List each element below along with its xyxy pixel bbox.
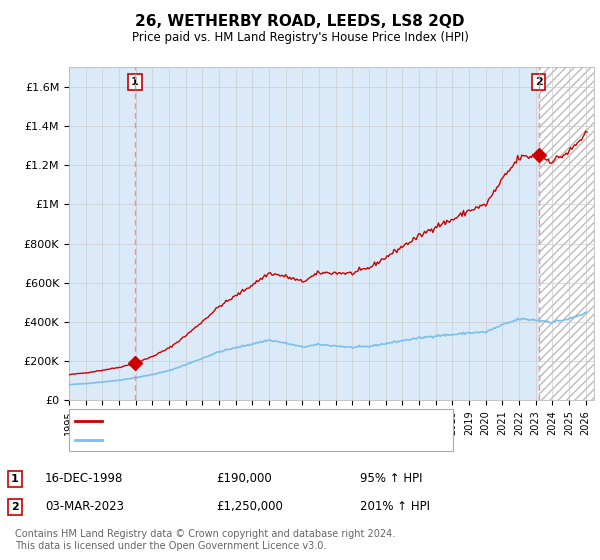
Text: HPI: Average price, detached house, Leeds: HPI: Average price, detached house, Leed…	[108, 435, 331, 445]
Text: Contains HM Land Registry data © Crown copyright and database right 2024.
This d: Contains HM Land Registry data © Crown c…	[15, 529, 395, 551]
Text: 26, WETHERBY ROAD, LEEDS, LS8 2QD (detached house): 26, WETHERBY ROAD, LEEDS, LS8 2QD (detac…	[108, 416, 405, 426]
Text: 26, WETHERBY ROAD, LEEDS, LS8 2QD: 26, WETHERBY ROAD, LEEDS, LS8 2QD	[135, 14, 465, 29]
Text: 201% ↑ HPI: 201% ↑ HPI	[360, 500, 430, 514]
Text: 16-DEC-1998: 16-DEC-1998	[45, 472, 124, 486]
Text: 1: 1	[11, 474, 19, 484]
Text: 2: 2	[535, 77, 542, 87]
Text: 2: 2	[11, 502, 19, 512]
Text: 95% ↑ HPI: 95% ↑ HPI	[360, 472, 422, 486]
Text: £190,000: £190,000	[216, 472, 272, 486]
Text: 03-MAR-2023: 03-MAR-2023	[45, 500, 124, 514]
Text: £1,250,000: £1,250,000	[216, 500, 283, 514]
Text: 1: 1	[131, 77, 139, 87]
Text: Price paid vs. HM Land Registry's House Price Index (HPI): Price paid vs. HM Land Registry's House …	[131, 31, 469, 44]
